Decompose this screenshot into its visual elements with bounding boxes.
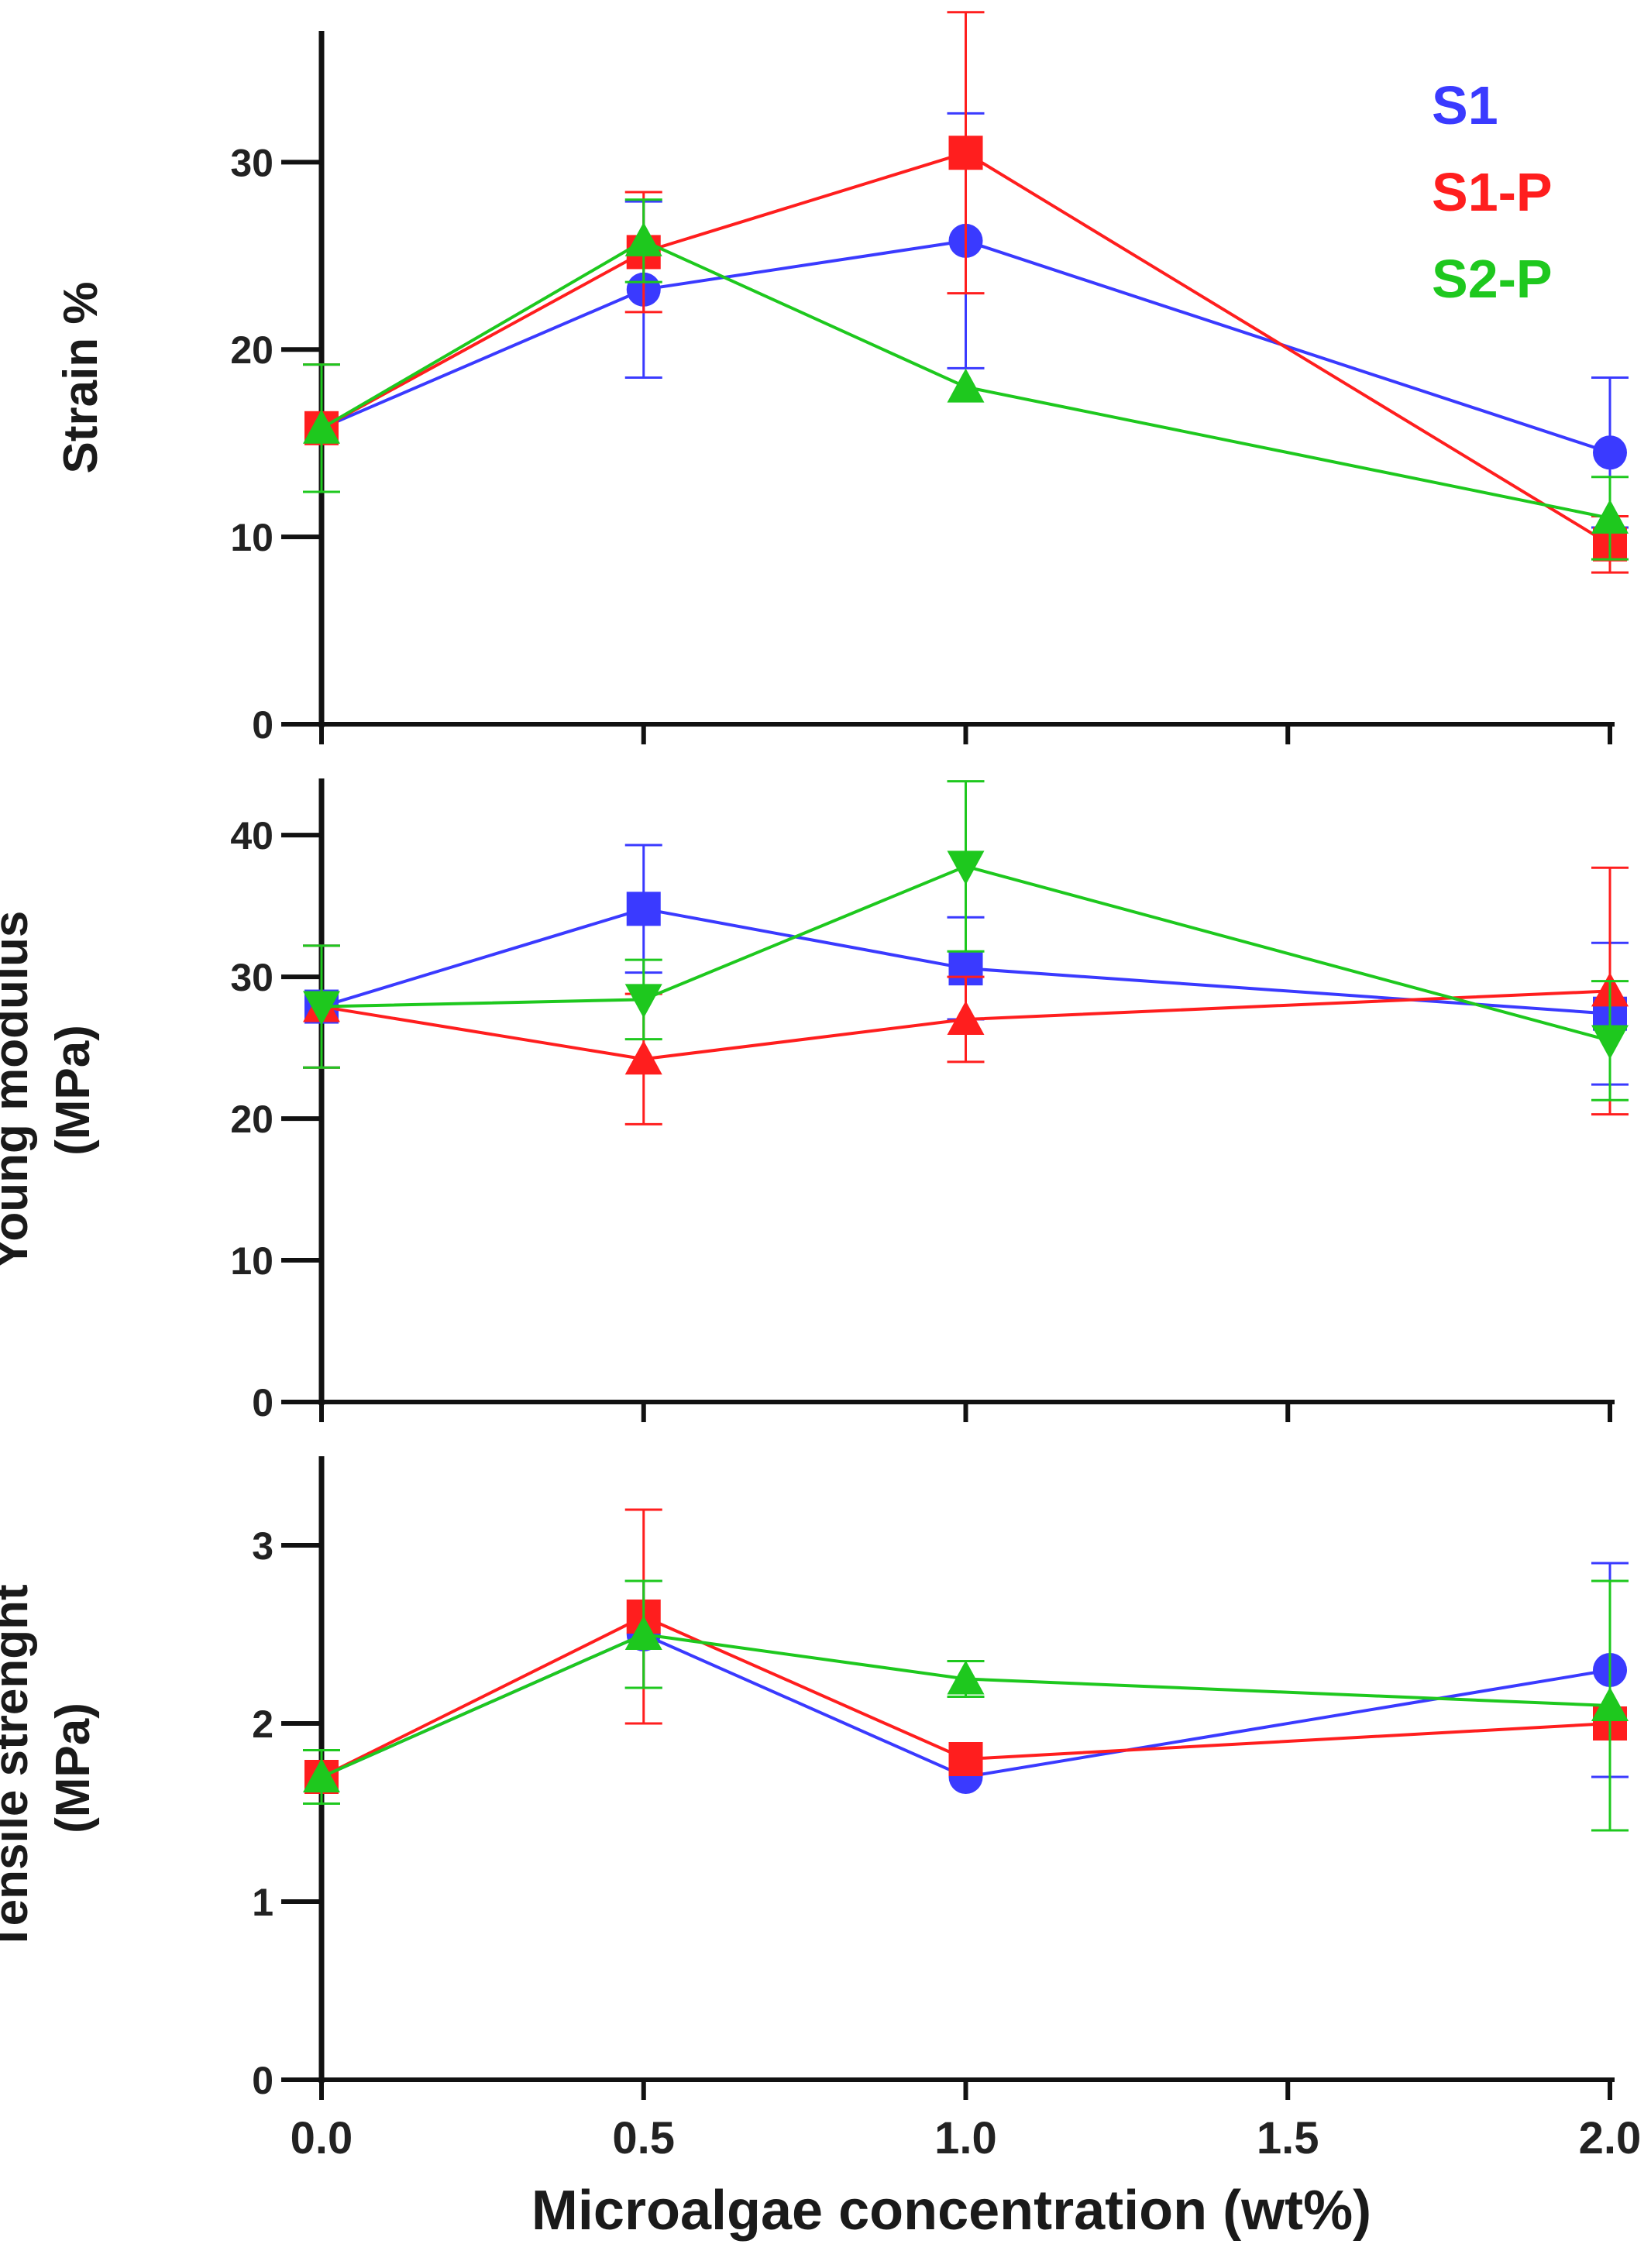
y-axis-title: (MPa) [46,1025,100,1156]
series-s1-p [303,11,1629,574]
y-tick-label: 30 [230,956,273,999]
x-tick-label: 1.5 [1257,2113,1319,2163]
data-point [947,1660,985,1695]
y-tick-label: 0 [252,2059,273,2102]
legend-entry-s1-p: S1-P [1432,162,1553,222]
x-axis-title: Microalgae concentration (wt%) [531,2180,1371,2242]
data-point [947,850,985,885]
y-tick-label: 30 [230,141,273,184]
y-axis-title: Young modulus [0,911,38,1270]
panel-2: 0 10 20 30 40 Young modulus (MPa) [0,778,1629,1424]
series-s2-p [303,1579,1629,1832]
y-tick-label: 20 [230,328,273,372]
x-tick-label: 0.0 [291,2113,353,2163]
data-point [624,222,662,256]
data-point [1591,499,1629,534]
y-axis-title: (MPa) [46,1703,100,1833]
y-tick-label: 1 [252,1881,273,1924]
legend: S1 S1-P S2-P [1432,75,1553,309]
data-point [626,892,661,926]
series-line [321,151,1611,546]
y-tick-label: 40 [230,814,273,857]
x-tick-label: 2.0 [1579,2113,1642,2163]
data-point [948,136,983,170]
y-tick-label: 0 [252,703,273,747]
series-line [321,864,1611,1043]
x-axis-title-text: Microalgae concentration (wt%) [531,2180,1371,2242]
series-line [321,1632,1611,1778]
y-tick-label: 10 [230,516,273,559]
legend-entry-s2-p: S2-P [1432,249,1553,309]
y-tick-label: 2 [252,1703,273,1746]
data-point [1591,1687,1629,1721]
data-point [947,368,985,403]
data-point [1591,1025,1629,1060]
series-s1-p [303,866,1629,1125]
series-line [320,239,1611,520]
data-point [1593,435,1627,470]
series-s2-p [303,198,1629,561]
data-point [948,1742,983,1776]
x-tick-label: 0.5 [612,2113,675,2163]
panel-3: 0 1 2 3 Tensile strenght (MPa) 0.0 0.5 1.0 1.5 2.0 [0,1456,1641,2163]
series-line [321,907,1611,1015]
series-line [321,239,1611,455]
x-tick-label: 1.0 [934,2113,997,2163]
y-tick-label: 10 [230,1239,273,1283]
data-point [303,1758,340,1792]
data-point [624,1040,662,1075]
series-s2-p [303,780,1629,1101]
y-axis-title: Tensile strenght [0,1584,38,1951]
panel-1: 0 10 20 30 Strain % [54,11,1629,747]
y-tick-label: 0 [252,1381,273,1424]
legend-entry-s1: S1 [1432,75,1498,136]
data-point [624,984,662,1019]
y-tick-label: 20 [230,1098,273,1141]
data-point [947,1001,985,1036]
series-line [321,989,1611,1061]
data-point [303,409,340,444]
data-point [624,1616,662,1650]
y-tick-label: 3 [252,1524,273,1568]
series-s1-p [303,1508,1627,1805]
data-point [303,991,340,1026]
series-line [321,1614,1611,1778]
y-axis-title: Strain % [54,281,108,473]
